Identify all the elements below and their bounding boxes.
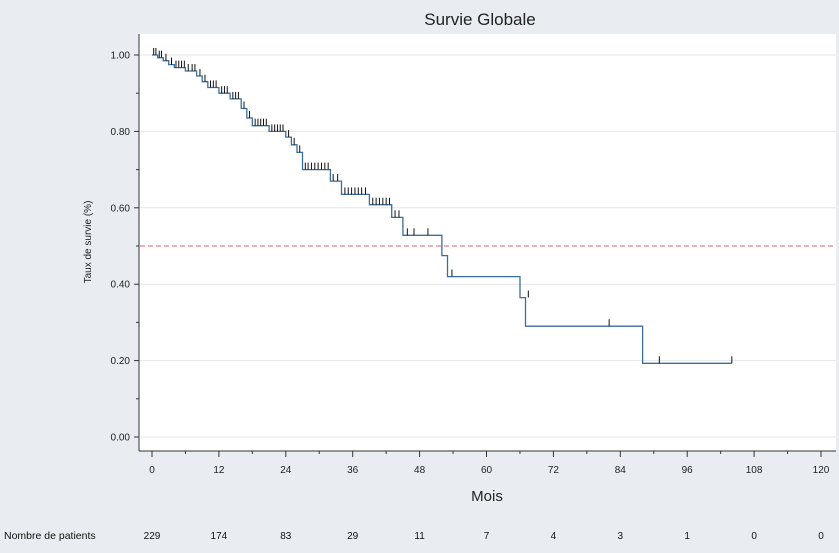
x-tick-label: 120 [813,465,830,476]
y-axis-title: Taux de survie (%) [83,201,94,284]
risk-table-value: 1 [684,531,690,542]
y-tick-label: 0.00 [111,433,131,444]
x-tick-label: 36 [347,465,359,476]
risk-table-value: 229 [144,531,161,542]
x-axis-title: Mois [471,488,503,505]
x-tick-group: 0 12 24 36 48 60 72 84 96 108 120 [149,451,830,476]
x-tick-label: 72 [548,465,560,476]
y-tick-label: 0.80 [111,127,131,138]
x-tick-label: 108 [746,465,763,476]
risk-table-value: 3 [618,531,624,542]
x-tick-label: 0 [149,465,155,476]
risk-table-value: 7 [484,531,490,542]
risk-table-value: 29 [347,531,359,542]
chart-title: Survie Globale [424,10,536,29]
y-tick-label: 0.40 [111,280,131,291]
risk-table-value: 11 [414,531,425,542]
survival-curve [152,54,732,364]
x-tick-label: 24 [280,465,292,476]
grid-layer [140,54,836,438]
y-tick-label: 1.00 [111,51,131,62]
x-tick-label: 84 [615,465,627,476]
censor-mark-group [153,48,733,364]
y-tick-label: 0.60 [111,203,131,214]
plot-area [139,34,836,451]
risk-table-value: 0 [818,531,824,542]
risk-table-label: Nombre de patients [4,530,96,542]
risk-table-value: 174 [211,531,228,542]
y-tick-label: 0.20 [111,356,131,367]
x-tick-label: 48 [414,465,426,476]
x-tick-label: 96 [682,465,694,476]
x-tick-label: 12 [213,465,225,476]
x-tick-label: 60 [481,465,493,476]
y-tick-group: 0.00 0.20 0.40 0.60 0.80 1.00 [111,51,139,444]
risk-table-value: 83 [280,531,292,542]
risk-table-value: 4 [551,531,557,542]
risk-table-value: 0 [751,531,757,542]
risk-table-values: 229 174 83 29 11 7 4 3 1 0 0 [144,531,825,542]
